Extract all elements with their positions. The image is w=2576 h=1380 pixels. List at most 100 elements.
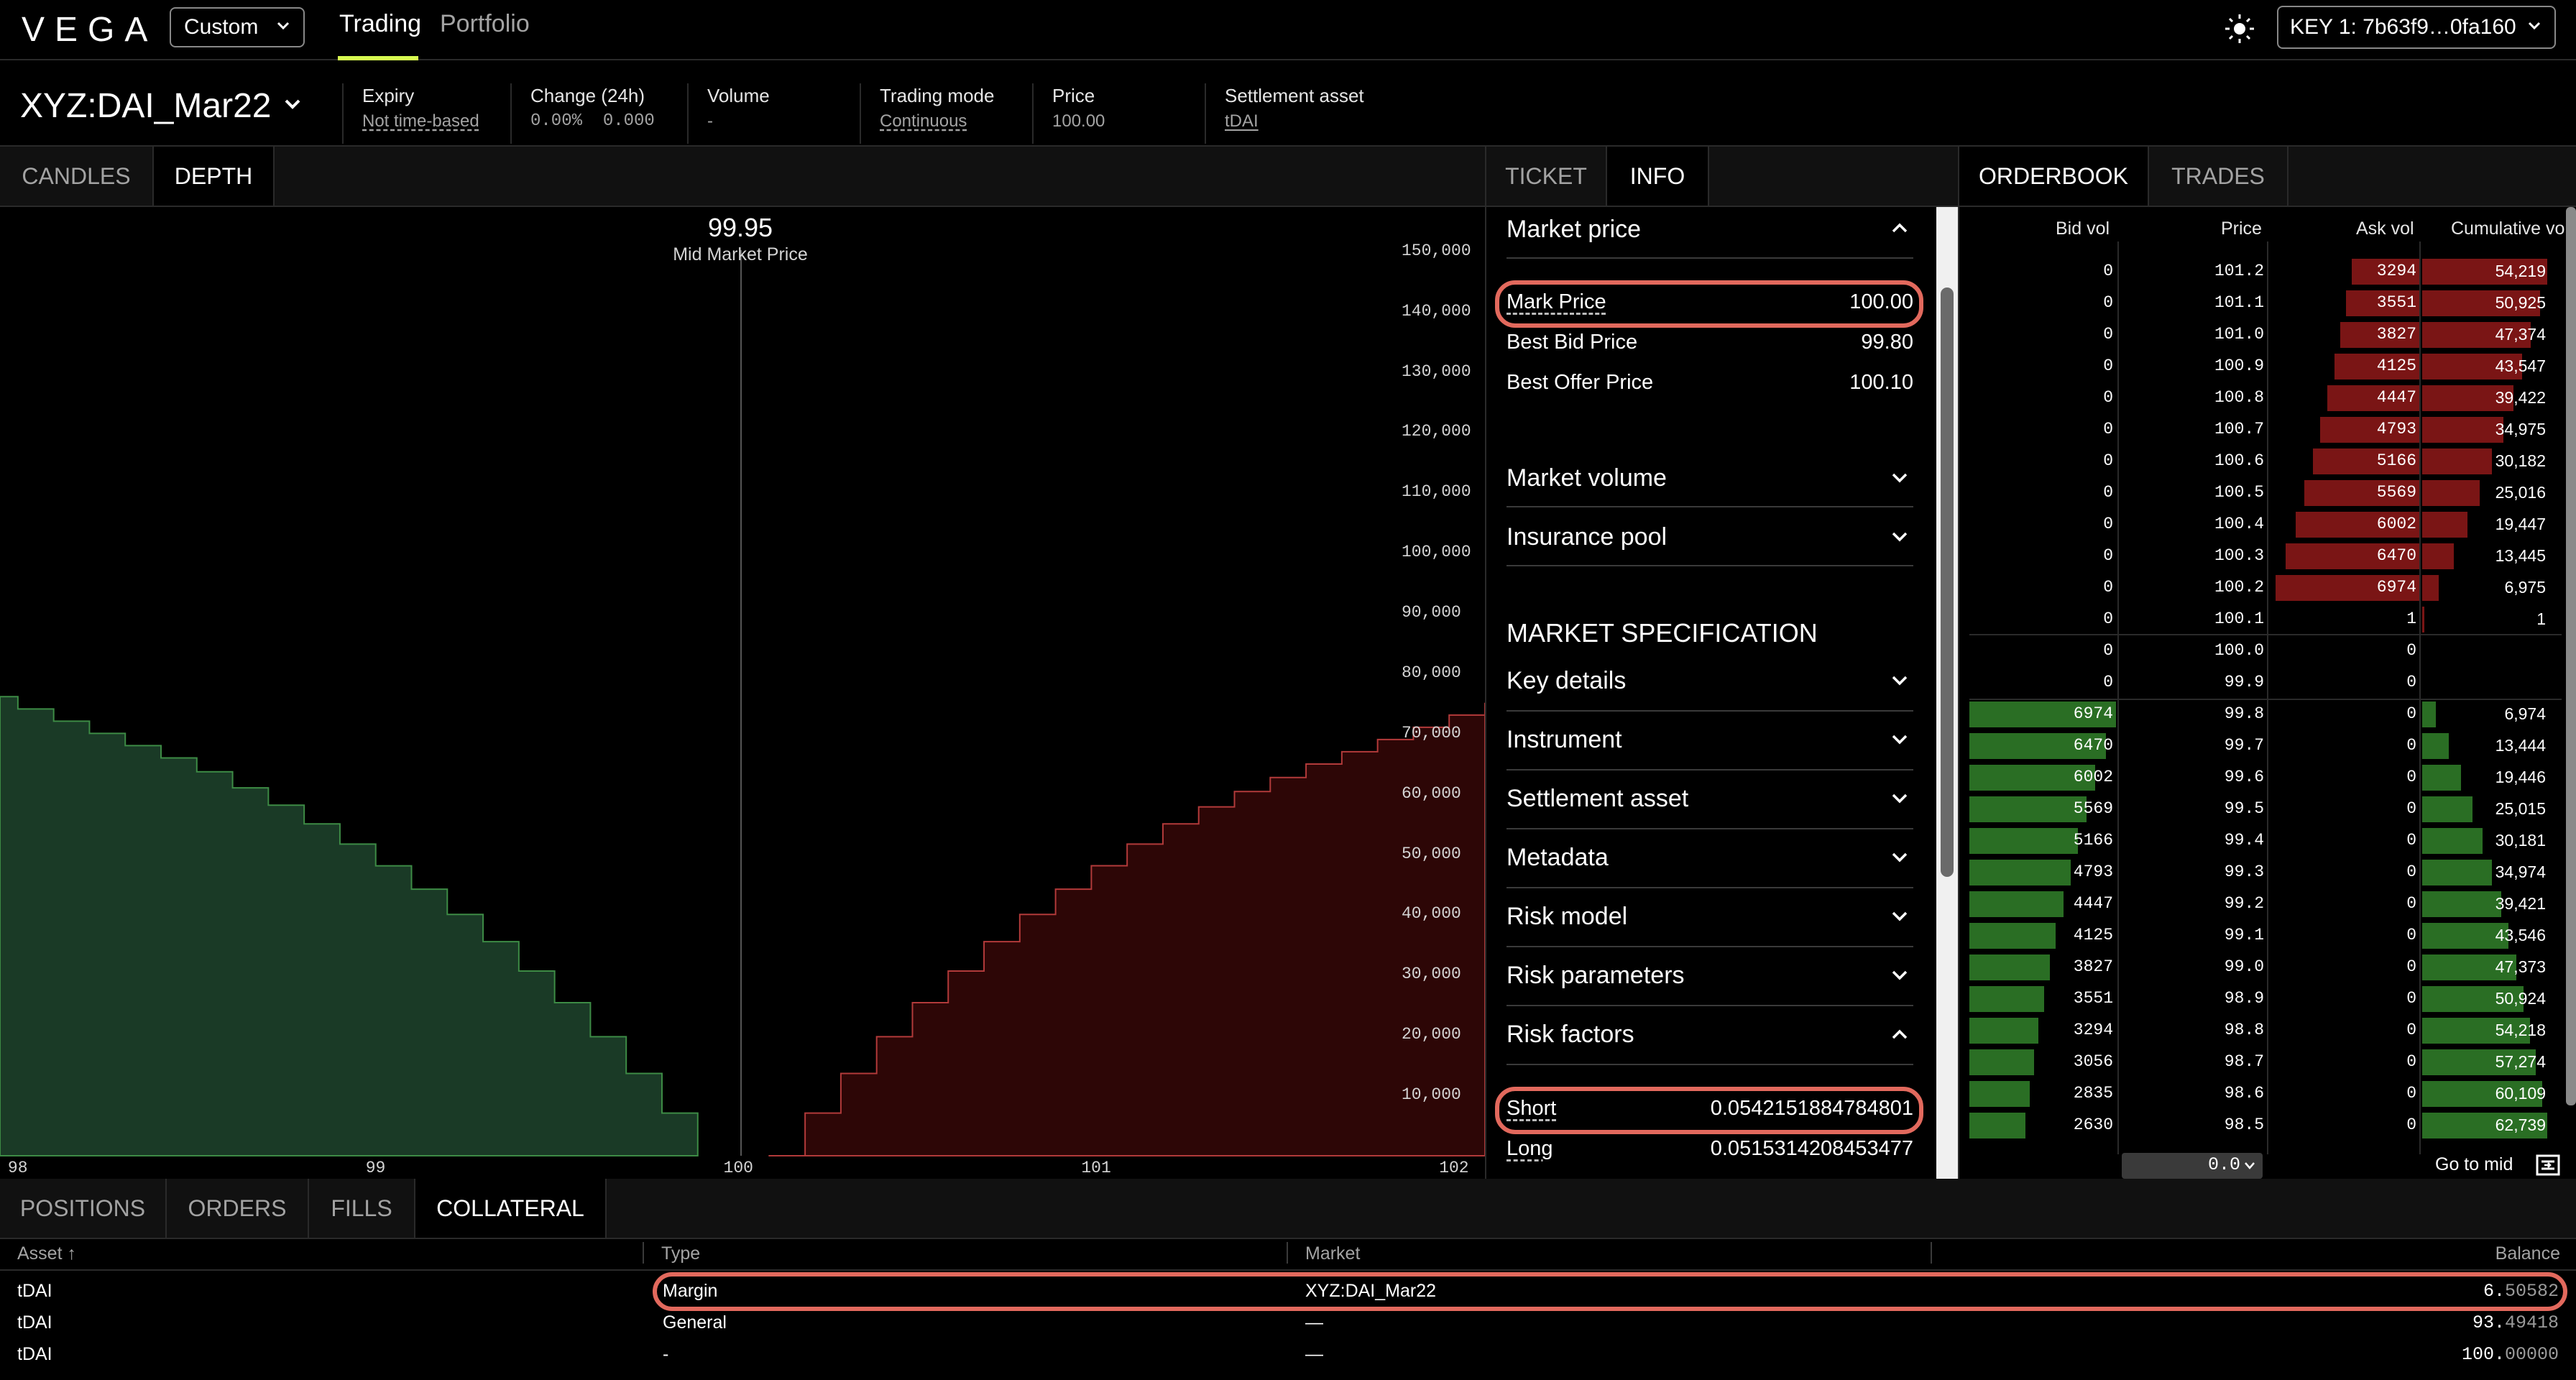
chevron-down-icon[interactable] <box>1890 792 1909 805</box>
orderbook-scrollbar[interactable] <box>2566 207 2576 1105</box>
section-settlement-asset[interactable]: Settlement asset <box>1506 785 1689 812</box>
chevron-up-icon[interactable] <box>1890 1028 1909 1041</box>
stat-value[interactable]: Not time-based <box>362 111 479 131</box>
section-key-details[interactable]: Key details <box>1506 667 1627 694</box>
tab-info[interactable]: INFO <box>1607 147 1709 206</box>
tab-trades[interactable]: TRADES <box>2149 147 2288 206</box>
stat-value[interactable]: Continuous <box>880 111 967 131</box>
chevron-down-icon[interactable] <box>1890 472 1909 484</box>
ask-volume-bar <box>2304 480 2419 506</box>
section-market-price[interactable]: Market price <box>1506 216 1642 243</box>
orderbook-row[interactable]: 5569 99.5 0 25,015 <box>1969 794 2562 825</box>
section-market-volume[interactable]: Market volume <box>1506 464 1667 492</box>
balance-decimals: 50582 <box>2504 1281 2559 1302</box>
orderbook-row[interactable]: 0 100.3 6470 13,445 <box>1969 540 2562 572</box>
orderbook-row[interactable]: 6002 99.6 0 19,446 <box>1969 762 2562 794</box>
orderbook-row[interactable]: 4125 99.1 0 43,546 <box>1969 920 2562 952</box>
short-label[interactable]: Short <box>1506 1097 1557 1120</box>
market-selector[interactable]: XYZ:DAI_Mar22 <box>20 87 272 125</box>
col-header-balance[interactable]: Balance <box>2495 1243 2560 1264</box>
bid-volume-bar <box>1969 765 2095 791</box>
section-metadata[interactable]: Metadata <box>1506 844 1609 871</box>
balance-cell: 100.00000 <box>2462 1344 2559 1365</box>
divider <box>2267 242 2268 1154</box>
nav-trading[interactable]: Trading <box>339 10 422 37</box>
orderbook-row[interactable]: 0 100.7 4793 34,975 <box>1969 414 2562 446</box>
ask-volume-bar <box>2286 543 2419 569</box>
orderbook-row[interactable]: 4793 99.3 0 34,974 <box>1969 857 2562 888</box>
tab-positions[interactable]: POSITIONS <box>0 1179 167 1238</box>
tab-fills[interactable]: FILLS <box>309 1179 415 1238</box>
stat-label: Expiry <box>362 85 415 106</box>
col-header-market[interactable]: Market <box>1305 1243 1361 1264</box>
stat-value[interactable]: tDAI <box>1225 111 1259 131</box>
orderbook-row[interactable]: 3294 98.8 0 54,218 <box>1969 1015 2562 1046</box>
chevron-down-icon[interactable] <box>282 93 303 115</box>
bid-volume: 3056 <box>2073 1052 2113 1071</box>
environment-select[interactable]: Custom <box>170 7 305 47</box>
section-risk-parameters[interactable]: Risk parameters <box>1506 962 1685 989</box>
chevron-down-icon[interactable] <box>1890 910 1909 923</box>
long-label[interactable]: Long <box>1506 1137 1553 1160</box>
go-to-mid-button[interactable]: Go to mid <box>2435 1154 2513 1174</box>
chevron-down-icon[interactable] <box>1890 530 1909 543</box>
orderbook-row[interactable]: 0 101.0 3827 47,374 <box>1969 319 2562 351</box>
col-header-asset[interactable]: Asset ↑ <box>17 1243 76 1264</box>
price: 100.9 <box>2214 356 2264 375</box>
tab-collateral[interactable]: COLLATERAL <box>415 1179 607 1238</box>
section-instrument[interactable]: Instrument <box>1506 726 1622 753</box>
orderbook-row[interactable]: 0 100.9 4125 43,547 <box>1969 351 2562 382</box>
theme-toggle-sun-icon[interactable] <box>2224 13 2255 45</box>
tab-depth[interactable]: DEPTH <box>154 147 275 206</box>
info-scrollbar-thumb[interactable] <box>1941 288 1954 877</box>
orderbook-row[interactable]: 0 101.1 3551 50,925 <box>1969 288 2562 319</box>
orderbook-row[interactable]: 0 100.4 6002 19,447 <box>1969 509 2562 540</box>
orderbook-row[interactable]: 0 100.5 5569 25,016 <box>1969 477 2562 509</box>
go-to-mid-icon[interactable] <box>2536 1154 2560 1176</box>
chevron-down-icon[interactable] <box>1890 733 1909 746</box>
orderbook-row[interactable]: 0 101.2 3294 54,219 <box>1969 256 2562 288</box>
nav-portfolio[interactable]: Portfolio <box>440 10 530 37</box>
orderbook-row[interactable]: 3056 98.7 0 57,274 <box>1969 1046 2562 1078</box>
section-risk-model[interactable]: Risk model <box>1506 903 1628 930</box>
type-cell: Margin <box>663 1281 718 1301</box>
orderbook-row[interactable]: 6470 99.7 0 13,444 <box>1969 730 2562 762</box>
orderbook-row[interactable]: 0 100.1 1 1 <box>1969 604 2562 635</box>
chevron-down-icon[interactable] <box>1890 674 1909 687</box>
wallet-key-select[interactable]: KEY 1: 7b63f9…0fa160 <box>2277 6 2556 49</box>
stat-label: Trading mode <box>880 85 995 106</box>
col-header-type[interactable]: Type <box>661 1243 701 1264</box>
section-insurance-pool[interactable]: Insurance pool <box>1506 523 1668 551</box>
section-risk-factors[interactable]: Risk factors <box>1506 1021 1634 1048</box>
resolution-select[interactable] <box>2122 1153 2263 1179</box>
orderbook-row[interactable]: 3551 98.9 0 50,924 <box>1969 983 2562 1015</box>
bid-volume: 0 <box>2103 293 2113 312</box>
orderbook-row[interactable]: 6974 99.8 0 6,974 <box>1969 699 2562 730</box>
y-tick-label: 130,000 <box>1402 362 1471 381</box>
chevron-down-icon <box>2245 1162 2255 1169</box>
chevron-down-icon[interactable] <box>1890 969 1909 982</box>
x-tick-label: 98 <box>7 1159 28 1177</box>
y-tick-label: 90,000 <box>1402 603 1461 622</box>
cumulative-volume: 47,374 <box>2495 325 2546 344</box>
orderbook-row[interactable]: 0 100.2 6974 6,975 <box>1969 572 2562 604</box>
orderbook-row[interactable]: 5166 99.4 0 30,181 <box>1969 825 2562 857</box>
orderbook-row[interactable]: 2835 98.6 0 60,109 <box>1969 1078 2562 1110</box>
tab-orders[interactable]: ORDERS <box>167 1179 309 1238</box>
asset-cell: tDAI <box>17 1281 52 1301</box>
stat-volume: Volume - <box>687 83 857 144</box>
cumulative-volume: 43,546 <box>2495 926 2546 944</box>
chevron-up-icon[interactable] <box>1890 221 1909 234</box>
orderbook-row[interactable]: 3827 99.0 0 47,373 <box>1969 952 2562 983</box>
orderbook-row[interactable]: 4447 99.2 0 39,421 <box>1969 888 2562 920</box>
orderbook-row[interactable]: 0 100.0 0 <box>1969 635 2562 667</box>
bid-volume: 0 <box>2103 546 2113 565</box>
cumulative-bid-bar <box>2422 1081 2542 1107</box>
orderbook-row[interactable]: 2630 98.5 0 62,739 <box>1969 1110 2562 1141</box>
chevron-down-icon[interactable] <box>1890 851 1909 864</box>
orderbook-row[interactable]: 0 100.6 5166 30,182 <box>1969 446 2562 477</box>
tab-candles[interactable]: CANDLES <box>0 147 154 206</box>
orderbook-row[interactable]: 0 99.9 0 <box>1969 667 2562 699</box>
mark-price-label[interactable]: Mark Price <box>1506 290 1606 313</box>
orderbook-row[interactable]: 0 100.8 4447 39,422 <box>1969 382 2562 414</box>
